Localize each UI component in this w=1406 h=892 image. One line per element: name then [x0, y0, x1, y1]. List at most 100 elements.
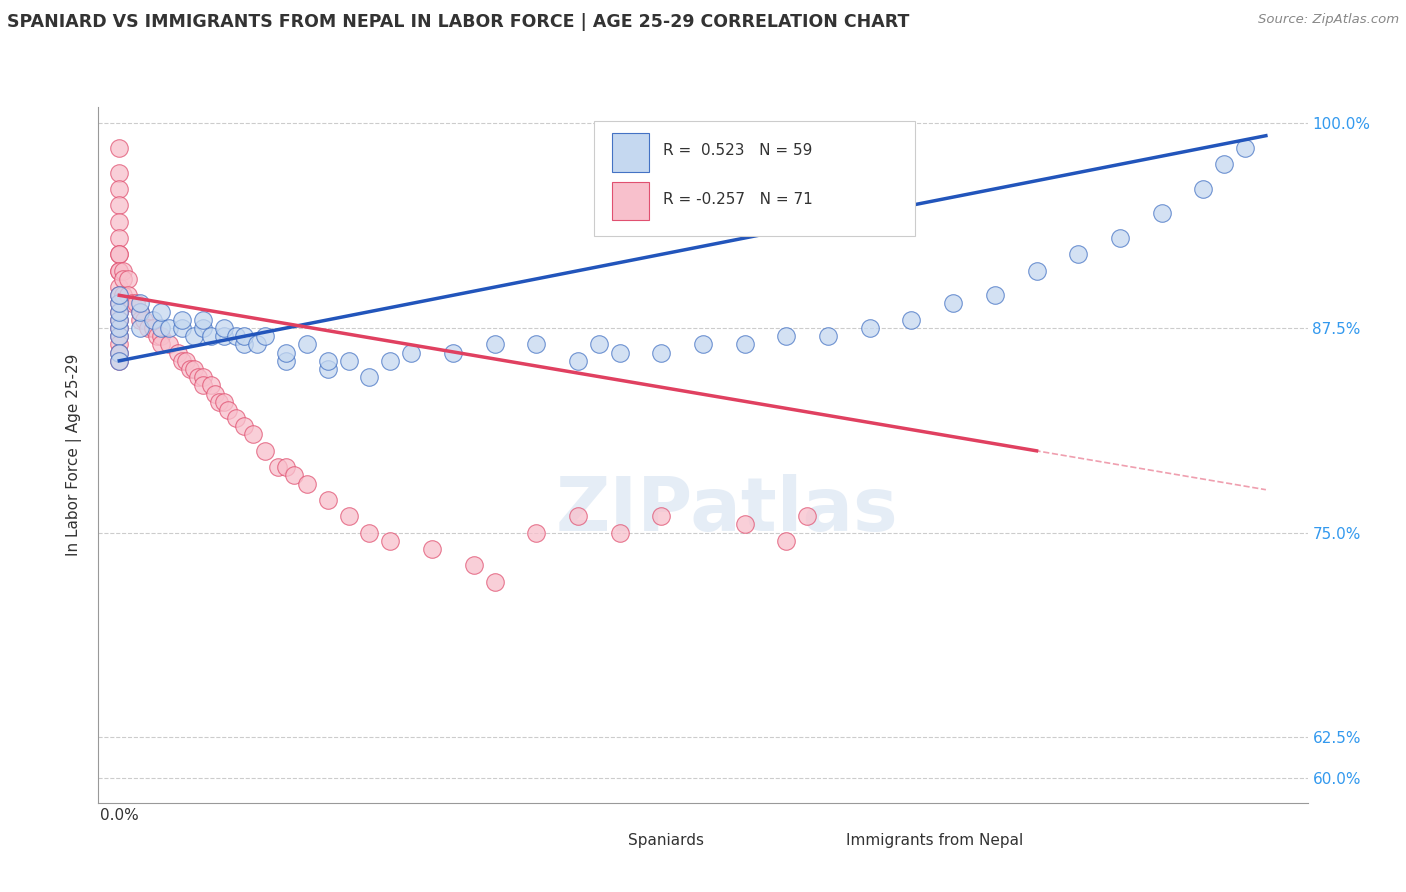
Point: [108, 337, 131, 351]
Point: [380, 533, 402, 548]
Point: [142, 313, 165, 327]
Point: [108, 182, 131, 196]
Point: [524, 337, 547, 351]
Point: [129, 321, 152, 335]
Point: [149, 337, 172, 351]
Point: [170, 321, 193, 335]
Point: [295, 476, 318, 491]
Point: [984, 288, 1007, 302]
Point: [1150, 206, 1173, 220]
Point: [1067, 247, 1090, 261]
Point: [212, 394, 235, 409]
Point: [129, 296, 152, 310]
Point: [484, 574, 506, 589]
Point: [117, 288, 139, 302]
Point: [1192, 182, 1215, 196]
Point: [420, 542, 443, 557]
Point: [200, 329, 222, 343]
Point: [212, 321, 235, 335]
Point: [609, 525, 631, 540]
Point: [246, 337, 269, 351]
Point: [337, 509, 360, 524]
Point: [108, 345, 131, 359]
Point: [1213, 157, 1236, 171]
Point: [112, 264, 135, 278]
Point: [108, 329, 131, 343]
Point: [524, 525, 547, 540]
Point: [129, 304, 152, 318]
Point: [212, 329, 235, 343]
Point: [316, 353, 339, 368]
Point: [108, 353, 131, 368]
Point: [138, 321, 160, 335]
Point: [183, 329, 205, 343]
Point: [734, 517, 756, 532]
Point: [117, 272, 139, 286]
Point: [359, 370, 381, 384]
Point: [157, 321, 180, 335]
Point: [233, 329, 256, 343]
Point: [174, 353, 197, 368]
Point: [217, 403, 239, 417]
Text: Immigrants from Nepal: Immigrants from Nepal: [845, 833, 1024, 848]
Point: [108, 247, 131, 261]
Point: [1234, 141, 1257, 155]
Point: [149, 329, 172, 343]
Point: [463, 558, 485, 573]
Point: [108, 198, 131, 212]
Point: [108, 313, 131, 327]
Point: [233, 419, 256, 434]
Point: [692, 337, 714, 351]
Text: Spaniards: Spaniards: [628, 833, 704, 848]
Point: [149, 321, 172, 335]
Point: [108, 353, 131, 368]
Point: [1025, 264, 1047, 278]
Point: [129, 304, 152, 318]
Point: [108, 165, 131, 179]
Point: [359, 525, 381, 540]
Point: [283, 468, 305, 483]
Point: [225, 411, 247, 425]
Point: [191, 378, 214, 392]
FancyBboxPatch shape: [613, 134, 648, 172]
Point: [129, 313, 152, 327]
Point: [108, 345, 131, 359]
Point: [274, 345, 297, 359]
Text: SPANIARD VS IMMIGRANTS FROM NEPAL IN LABOR FORCE | AGE 25-29 CORRELATION CHART: SPANIARD VS IMMIGRANTS FROM NEPAL IN LAB…: [7, 13, 910, 31]
Point: [121, 296, 143, 310]
Text: ZIPatlas: ZIPatlas: [555, 474, 898, 547]
Point: [108, 280, 131, 294]
Point: [108, 321, 131, 335]
FancyBboxPatch shape: [800, 826, 834, 855]
Point: [650, 509, 672, 524]
Point: [191, 321, 214, 335]
Point: [108, 264, 131, 278]
Point: [208, 394, 231, 409]
Point: [108, 313, 131, 327]
Point: [254, 329, 277, 343]
Point: [225, 329, 247, 343]
Point: [567, 509, 589, 524]
Point: [191, 313, 214, 327]
Point: [399, 345, 422, 359]
Point: [112, 272, 135, 286]
Point: [200, 378, 222, 392]
Point: [191, 370, 214, 384]
Point: [108, 329, 131, 343]
Point: [567, 353, 589, 368]
Point: [112, 288, 135, 302]
Point: [146, 329, 169, 343]
Point: [108, 296, 131, 310]
Point: [441, 345, 464, 359]
Point: [134, 313, 156, 327]
FancyBboxPatch shape: [582, 826, 616, 855]
Point: [108, 296, 131, 310]
Point: [108, 321, 131, 335]
Point: [734, 337, 756, 351]
Point: [775, 329, 797, 343]
Point: [125, 296, 148, 310]
Point: [274, 460, 297, 475]
Point: [295, 337, 318, 351]
FancyBboxPatch shape: [613, 182, 648, 220]
Text: Source: ZipAtlas.com: Source: ZipAtlas.com: [1258, 13, 1399, 27]
